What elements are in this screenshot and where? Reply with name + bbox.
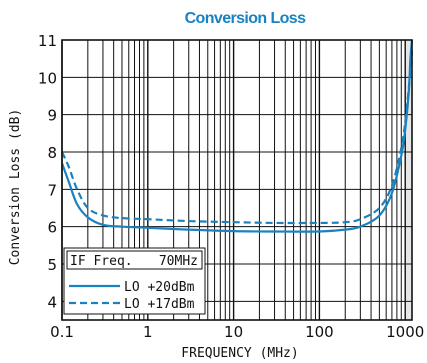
- y-axis-label: Conversion Loss (dB): [8, 109, 23, 266]
- y-tick-label: 7: [47, 181, 57, 199]
- legend-header-box: [66, 250, 203, 270]
- plot-frame: [61, 39, 413, 321]
- x-tick-label: 1000: [386, 323, 424, 341]
- legend-header-value: 70MHz: [159, 254, 198, 269]
- y-tick-labels: 4 5 6 7 8 9 10 11: [38, 32, 57, 311]
- y-tick-label: 11: [38, 32, 57, 50]
- legend: IF Freq. 70MHz LO +20dBm LO +17dBm: [63, 247, 206, 315]
- x-tick-labels: 0.1 1 10 100 1000: [50, 323, 424, 341]
- y-tick-label: 8: [47, 144, 57, 162]
- legend-entry-solid: LO +20dBm: [124, 280, 195, 295]
- x-axis-label: FREQUENCY (MHz): [181, 346, 298, 361]
- x-tick-label: 0.1: [50, 323, 74, 341]
- x-tick-label: 100: [305, 323, 334, 341]
- y-tick-label: 6: [47, 219, 57, 237]
- series-line-lo-17dbm: [60, 51, 414, 225]
- legend-entry-dashed: LO +17dBm: [124, 297, 195, 312]
- y-tick-label: 9: [47, 107, 57, 125]
- x-tick-label: 1: [143, 323, 153, 341]
- chart-title: Conversion Loss: [185, 10, 307, 27]
- legend-header-label: IF Freq.: [70, 254, 133, 269]
- y-tick-label: 10: [38, 69, 57, 87]
- y-tick-label: 4: [47, 293, 57, 311]
- y-tick-label: 5: [47, 256, 57, 274]
- shaded-region: [405, 40, 412, 320]
- x-tick-label: 10: [224, 323, 243, 341]
- series-group: [60, 39, 414, 233]
- plot-border: [61, 39, 413, 321]
